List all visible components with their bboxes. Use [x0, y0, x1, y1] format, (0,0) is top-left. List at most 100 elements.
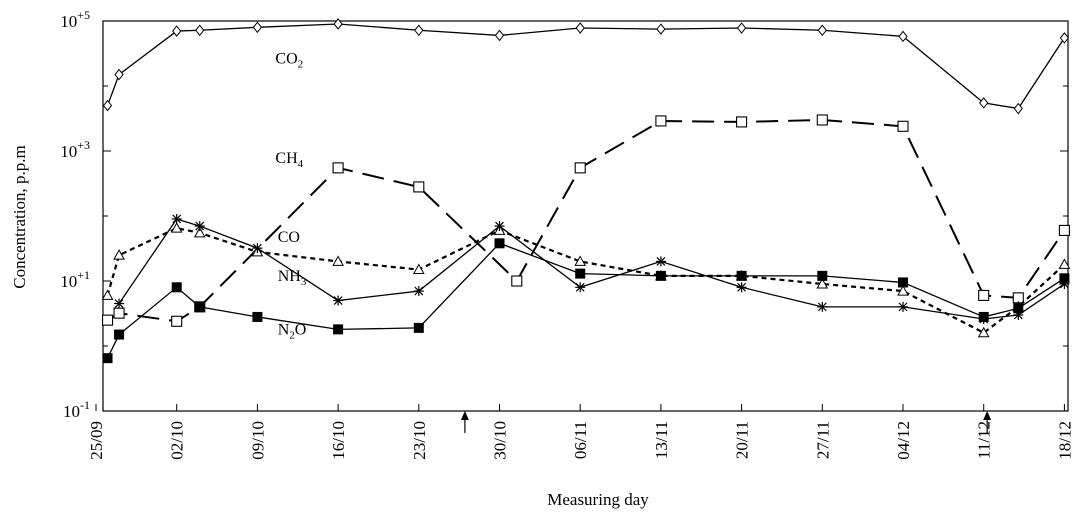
- data-point: [332, 255, 344, 266]
- data-point: [413, 181, 425, 193]
- y-tick-label: 10+3: [60, 138, 90, 161]
- data-point: [897, 120, 909, 132]
- data-point: [978, 311, 989, 322]
- series-label: N2O: [278, 322, 307, 342]
- data-point: [736, 22, 747, 34]
- data-point: [413, 322, 424, 333]
- data-point: [575, 282, 586, 293]
- data-point: [574, 255, 587, 266]
- series-label: NH3: [278, 268, 307, 288]
- series-line: [106, 23, 1065, 110]
- data-point: [172, 25, 182, 37]
- x-axis-label: Measuring day: [547, 490, 649, 509]
- data-point: [977, 326, 990, 338]
- axes: 10-1 10+1 10+3 10+5 25/09 02/10 09/10 16/10 23/1…: [60, 8, 1074, 460]
- x-tick-label: 16/10: [329, 421, 348, 460]
- data-point: [816, 114, 828, 126]
- data-point: [101, 289, 114, 300]
- data-point: [333, 324, 344, 335]
- data-point: [655, 270, 666, 281]
- series-line: [106, 227, 1066, 335]
- series-1: [101, 114, 1070, 327]
- x-tick-label: 02/10: [168, 421, 187, 460]
- data-point: [656, 23, 666, 35]
- data-point: [817, 301, 828, 312]
- series-line: [118, 218, 1065, 320]
- data-point: [817, 270, 828, 281]
- x-tick-label: 30/10: [491, 421, 510, 460]
- y-axis-label: Concentration, p.p.m: [10, 145, 29, 289]
- data-point: [194, 301, 205, 312]
- data-point: [194, 221, 205, 232]
- data-point: [114, 298, 125, 309]
- data-point: [195, 24, 205, 37]
- data-point: [511, 275, 523, 287]
- data-point: [101, 314, 114, 326]
- data-point: [979, 97, 989, 109]
- data-point: [113, 307, 125, 319]
- data-point: [817, 24, 827, 37]
- data-point: [170, 222, 183, 233]
- x-tick-label: 09/10: [248, 421, 267, 460]
- data-point: [898, 301, 908, 312]
- labels-layer: CO2 CH4 CO NH3 N2O: [275, 51, 306, 342]
- x-tick-label: 11/12: [975, 421, 994, 459]
- data-point: [252, 311, 263, 322]
- arrow-head: [983, 411, 992, 420]
- x-tick-label: 13/11: [652, 421, 671, 459]
- data-point: [655, 115, 667, 127]
- data-point: [978, 289, 990, 301]
- data-point: [333, 295, 344, 306]
- data-point: [333, 18, 343, 30]
- data-point: [193, 226, 206, 238]
- series-0: [102, 18, 1070, 115]
- series-label: CO2: [275, 51, 303, 71]
- data-point: [252, 243, 263, 254]
- x-tick-label: 27/11: [813, 421, 832, 459]
- data-point: [102, 99, 113, 112]
- data-point: [171, 315, 183, 327]
- data-point: [412, 263, 425, 275]
- data-point: [414, 24, 424, 37]
- data-point: [1058, 258, 1071, 269]
- series-layer: [101, 18, 1071, 364]
- data-point: [114, 329, 125, 340]
- data-point: [494, 221, 505, 232]
- data-point: [898, 277, 908, 288]
- data-point: [171, 282, 182, 293]
- data-point: [171, 213, 182, 224]
- x-tick-label: 20/11: [733, 421, 752, 459]
- series-line: [107, 118, 1066, 323]
- data-point: [494, 238, 505, 249]
- data-point: [332, 162, 344, 174]
- data-point: [575, 268, 586, 279]
- series-3: [114, 213, 1070, 325]
- data-point: [898, 30, 908, 43]
- data-point: [1059, 32, 1070, 44]
- data-point: [494, 29, 505, 42]
- series-2: [101, 222, 1071, 338]
- data-point: [413, 286, 424, 297]
- series-label: CH4: [275, 150, 303, 170]
- x-tick-label: 25/09: [87, 421, 106, 460]
- series-label: CO: [278, 229, 300, 246]
- data-point: [114, 68, 124, 81]
- x-tick-label: 23/10: [410, 421, 429, 460]
- data-point: [1058, 224, 1070, 236]
- data-point: [736, 282, 747, 293]
- data-point: [897, 285, 909, 296]
- data-point: [816, 277, 829, 289]
- data-point: [574, 162, 586, 174]
- data-point: [1059, 273, 1070, 284]
- data-point: [1013, 102, 1023, 115]
- series-4: [102, 238, 1070, 364]
- x-tick-label: 06/11: [571, 421, 590, 459]
- arrow-head: [460, 411, 469, 420]
- data-point: [736, 116, 748, 128]
- data-point: [736, 270, 747, 281]
- y-tick-label: 10+5: [60, 8, 90, 31]
- series-line: [106, 242, 1065, 359]
- x-tick-label: 18/12: [1055, 421, 1074, 460]
- data-point: [113, 249, 125, 260]
